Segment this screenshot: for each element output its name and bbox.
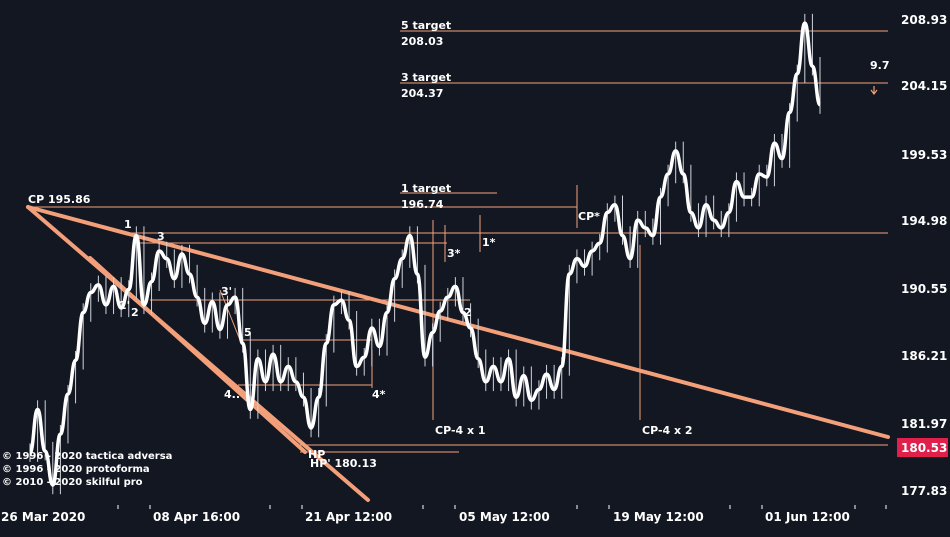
- y-tick-label: 177.83: [901, 484, 947, 498]
- y-tick-label: 204.15: [901, 79, 947, 93]
- annotation-2b: 2: [464, 306, 472, 319]
- annotation-1star: 1*: [482, 236, 496, 249]
- value-5-target: 208.03: [401, 35, 443, 48]
- annotation-3: 3: [157, 230, 165, 243]
- annotation-3prime: 3': [221, 285, 232, 298]
- annotation-2prime: 2': [119, 299, 130, 312]
- x-tick-label: 19 May 12:00: [613, 510, 704, 524]
- value-1-target: 196.74: [401, 198, 444, 211]
- level-lines: [28, 30, 888, 453]
- annotation-9-7: 9.7: [870, 59, 890, 72]
- label-1-target: 1 target: [401, 182, 451, 195]
- copyright-line: © 1996 - 2020 protoforma: [2, 464, 150, 475]
- annotation-2: 2: [131, 306, 139, 319]
- y-axis: 208.93 204.15 199.53 194.98 190.55 186.2…: [901, 13, 947, 498]
- x-tick-label: 01 Jun 12:00: [765, 510, 850, 524]
- annotation-cpstar: CP*: [578, 210, 600, 223]
- annotation-3star: 3*: [447, 247, 461, 260]
- y-tick-label: 194.98: [901, 214, 947, 228]
- x-tick-label: 05 May 12:00: [459, 510, 550, 524]
- annotation-4dots: 4..: [224, 388, 240, 401]
- label-cp: CP 195.86: [28, 193, 91, 206]
- annotation-cp4x2: CP-4 x 2: [642, 424, 693, 437]
- last-price-label: 180.53: [901, 441, 947, 455]
- price-line: [28, 21, 822, 487]
- y-tick-label: 181.97: [901, 417, 947, 431]
- annotation-cp4x1: CP-4 x 1: [435, 424, 486, 437]
- copyright-line: © 2010 - 2020 skilful pro: [2, 477, 143, 488]
- x-tick-label: 26 Mar 2020: [1, 510, 85, 524]
- diag-3prime-5: [219, 289, 241, 341]
- x-axis: 26 Mar 2020 08 Apr 16:00 21 Apr 12:00 05…: [1, 505, 887, 524]
- label-3-target: 3 target: [401, 71, 451, 84]
- last-price-badge: [897, 438, 948, 457]
- label-hp-prime: HP' 180.13: [310, 457, 377, 470]
- y-tick-label: 190.55: [901, 282, 947, 296]
- trendline-cp-upper: [26, 205, 890, 439]
- annotation-hp: HP: [308, 448, 325, 461]
- x-tick-label: 21 Apr 12:00: [305, 510, 392, 524]
- x-tick-label: 08 Apr 16:00: [153, 510, 240, 524]
- y-tick-label: 208.93: [901, 13, 947, 27]
- arrow-down-icon: [870, 86, 878, 95]
- label-5-target: 5 target: [401, 19, 451, 32]
- copyright-line: © 1996 - 2020 tactica adversa: [2, 451, 172, 462]
- annotation-4star: 4*: [372, 388, 386, 401]
- y-tick-label: 186.21: [901, 349, 947, 363]
- value-3-target: 204.37: [401, 87, 443, 100]
- annotation-1: 1: [124, 218, 132, 231]
- x-ticks: [117, 505, 887, 509]
- price-series: [28, 13, 822, 495]
- y-tick-label: 199.53: [901, 148, 947, 162]
- annotation-5: 5: [244, 326, 252, 339]
